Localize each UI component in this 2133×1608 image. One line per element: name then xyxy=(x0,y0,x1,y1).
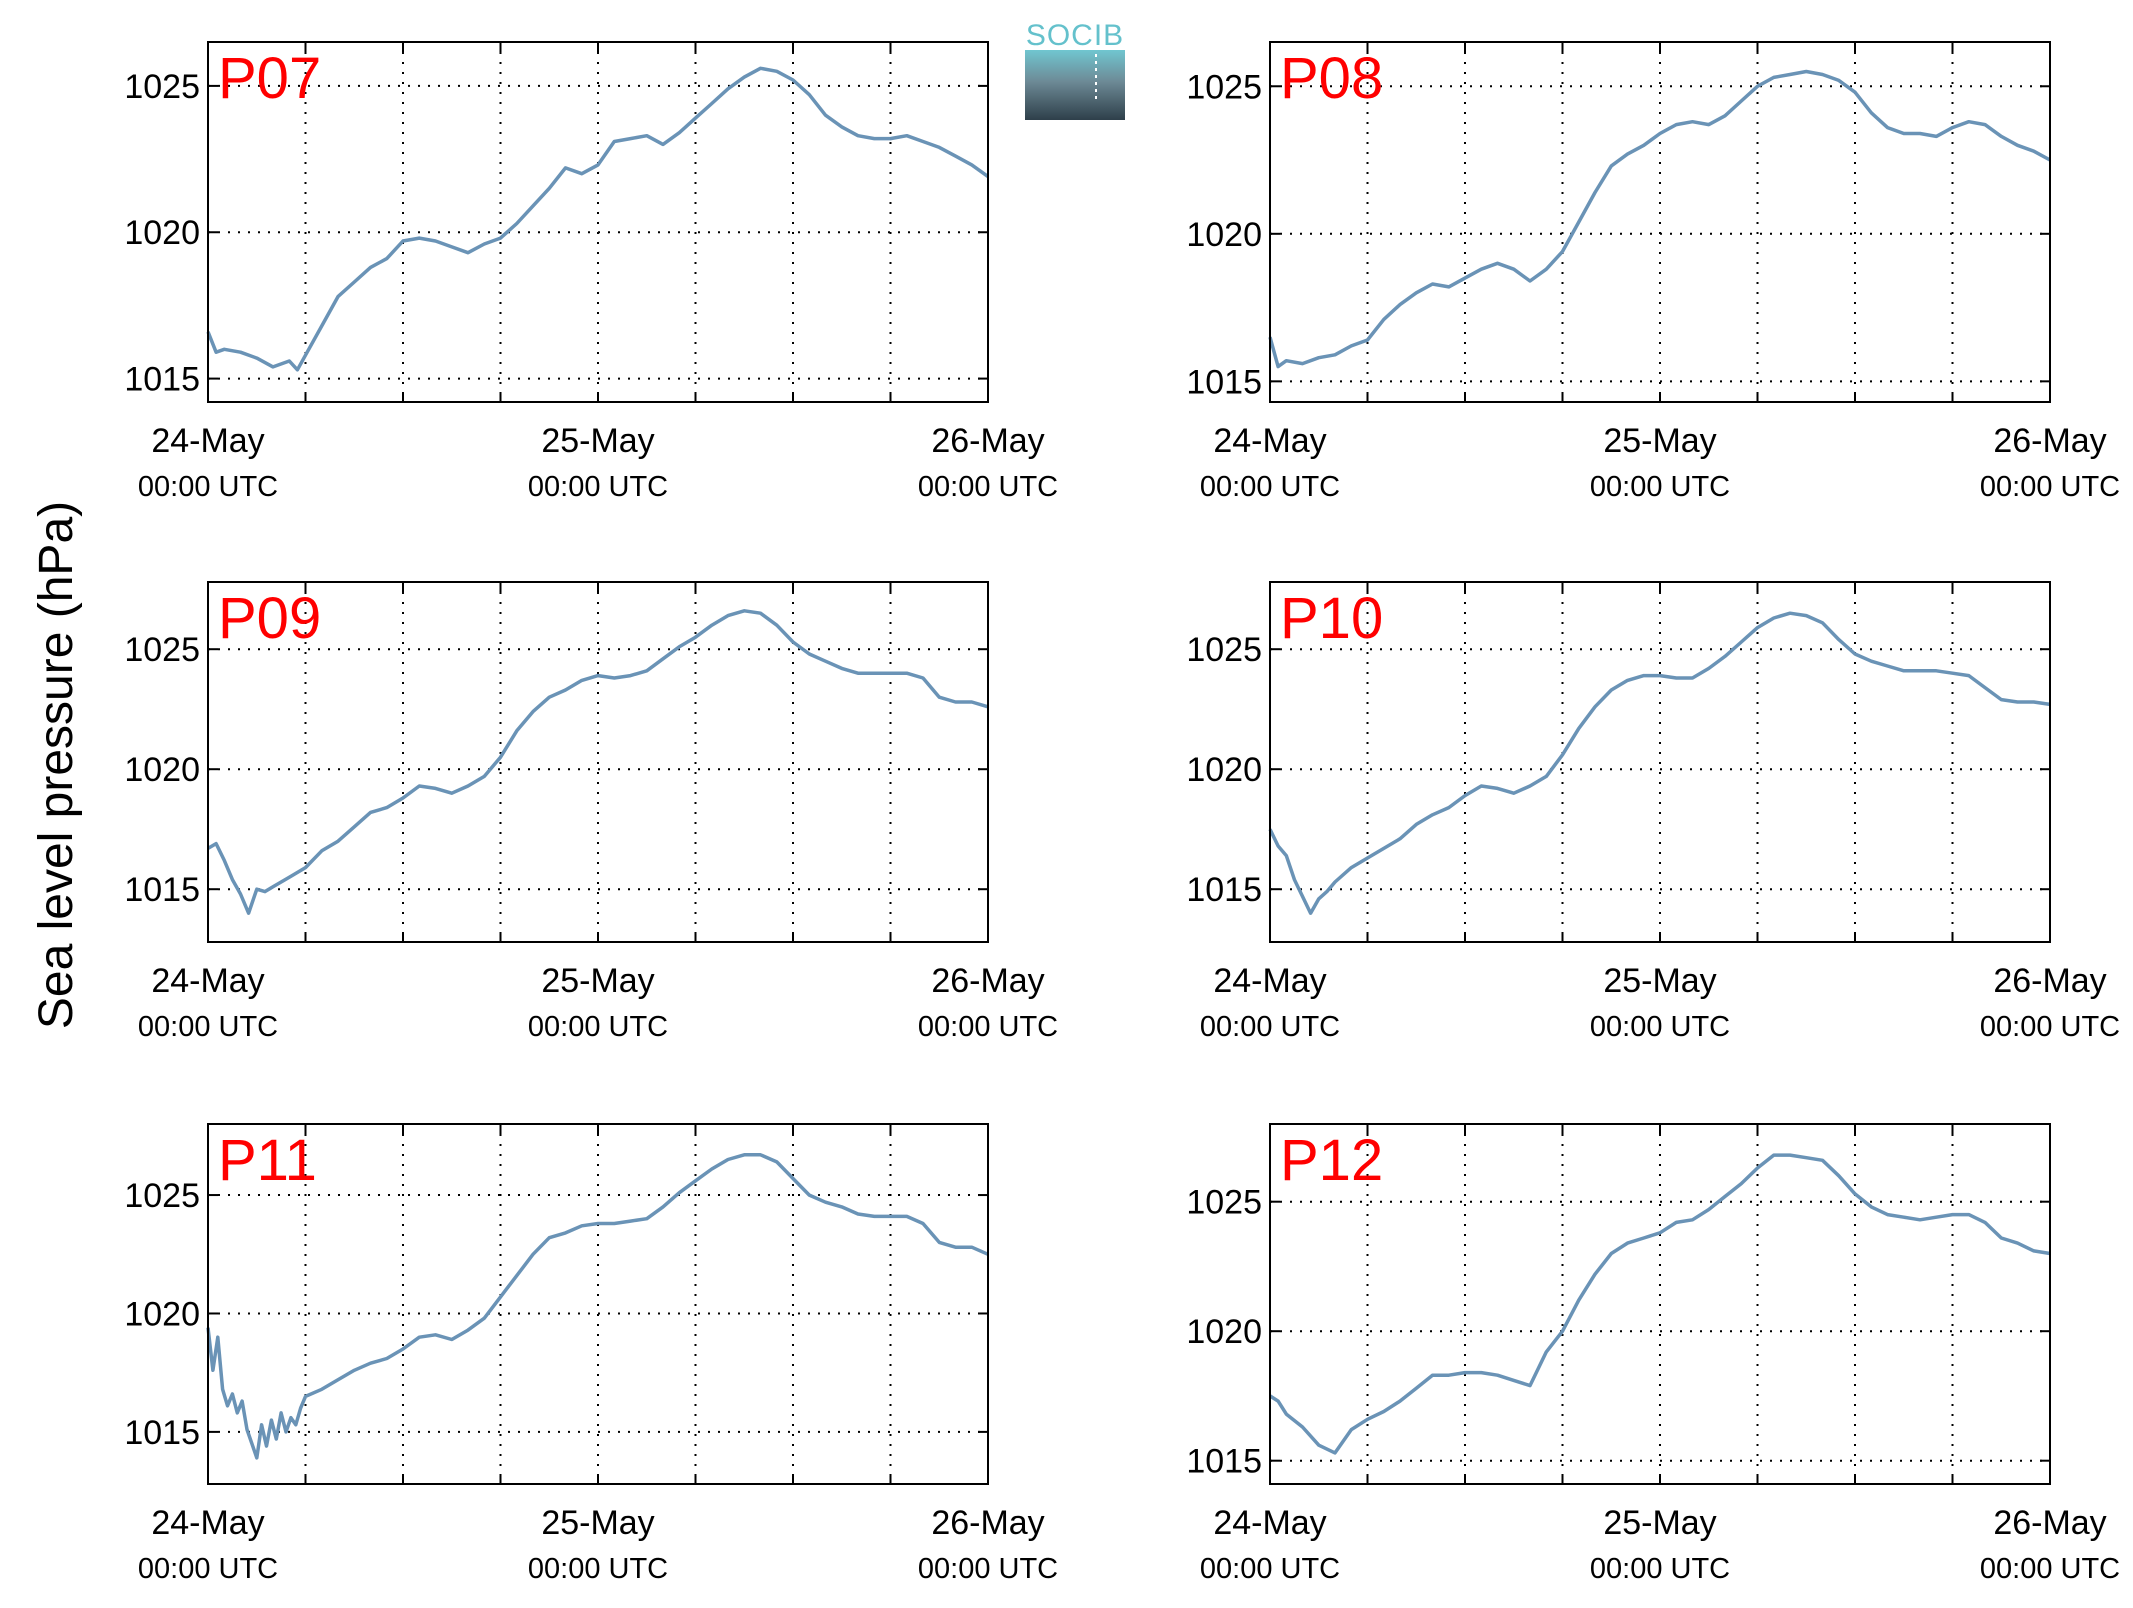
x-tick-label: 26-May xyxy=(1993,1504,2106,1542)
x-tick-label: 25-May xyxy=(541,962,654,1000)
y-tick-label: 1025 xyxy=(124,631,200,669)
x-tick-sublabel: 00:00 UTC xyxy=(1590,1011,1730,1043)
panel-p11: 1015 1020 1025 24-May 00:00 UTC 25-May 00:00 U… xyxy=(124,1123,1058,1585)
x-tick-sublabel: 00:00 UTC xyxy=(138,1553,278,1585)
y-tick-label: 1015 xyxy=(1186,363,1262,401)
y-axis-label: Sea level pressure (hPa) xyxy=(30,501,83,1029)
socib-logo-gradient xyxy=(1025,50,1125,120)
y-tick-label: 1015 xyxy=(1186,871,1262,909)
x-tick-label: 25-May xyxy=(1603,422,1716,460)
y-tick-label: 1020 xyxy=(1186,751,1262,789)
panel-p07: 1015 1020 1025 24-May 00:00 UTC 25-May 00:00 U… xyxy=(124,41,1058,503)
x-tick-sublabel: 00:00 UTC xyxy=(918,1553,1058,1585)
y-tick-label: 1020 xyxy=(1186,1313,1262,1351)
y-tick-label: 1020 xyxy=(124,214,200,252)
y-tick-label: 1020 xyxy=(124,751,200,789)
socib-logo-text: SOCIB xyxy=(1026,19,1124,52)
pressure-series-line xyxy=(1268,611,2051,915)
y-tick-label: 1015 xyxy=(1186,1443,1262,1481)
x-tick-sublabel: 00:00 UTC xyxy=(1590,1553,1730,1585)
x-tick-sublabel: 00:00 UTC xyxy=(1200,1011,1340,1043)
y-tick-label: 1025 xyxy=(1186,1184,1262,1222)
panel-label: P12 xyxy=(1280,1128,1383,1193)
x-tick-sublabel: 00:00 UTC xyxy=(528,471,668,503)
x-tick-sublabel: 00:00 UTC xyxy=(1200,1553,1340,1585)
y-tick-label: 1025 xyxy=(1186,631,1262,669)
x-tick-sublabel: 00:00 UTC xyxy=(528,1011,668,1043)
x-tick-sublabel: 00:00 UTC xyxy=(138,471,278,503)
x-tick-label: 26-May xyxy=(931,962,1044,1000)
y-tick-label: 1020 xyxy=(124,1295,200,1333)
x-tick-label: 24-May xyxy=(151,422,264,460)
x-tick-sublabel: 00:00 UTC xyxy=(528,1553,668,1585)
panel-label: P11 xyxy=(218,1128,317,1193)
panel-p09: 1015 1020 1025 24-May 00:00 UTC 25-May 00:00 U… xyxy=(124,581,1058,1043)
panel-p08: 1015 1020 1025 24-May 00:00 UTC 25-May 00:00 U… xyxy=(1186,41,2120,503)
x-tick-label: 24-May xyxy=(1213,962,1326,1000)
x-tick-label: 26-May xyxy=(931,1504,1044,1542)
x-tick-sublabel: 00:00 UTC xyxy=(1980,471,2120,503)
x-tick-label: 25-May xyxy=(1603,1504,1716,1542)
chart-panels: 1015 1020 1025 24-May 00:00 UTC 25-May 00:00 U… xyxy=(124,41,2120,1585)
x-tick-label: 24-May xyxy=(1213,422,1326,460)
x-tick-label: 25-May xyxy=(1603,962,1716,1000)
pressure-series-line xyxy=(206,1153,989,1460)
pressure-series-line xyxy=(207,609,989,915)
x-tick-sublabel: 00:00 UTC xyxy=(138,1011,278,1043)
x-tick-sublabel: 00:00 UTC xyxy=(1200,471,1340,503)
pressure-series-line xyxy=(1268,69,2051,369)
y-tick-label: 1025 xyxy=(124,1177,200,1215)
pressure-series-line xyxy=(206,66,990,372)
pressure-series-line xyxy=(1269,1153,2051,1455)
panel-label: P07 xyxy=(218,46,321,111)
x-tick-label: 26-May xyxy=(931,422,1044,460)
x-tick-label: 25-May xyxy=(541,1504,654,1542)
x-tick-label: 26-May xyxy=(1993,422,2106,460)
y-tick-label: 1025 xyxy=(1186,68,1262,106)
y-tick-label: 1015 xyxy=(124,361,200,399)
x-tick-label: 24-May xyxy=(151,1504,264,1542)
panel-label: P09 xyxy=(218,586,321,651)
y-tick-label: 1015 xyxy=(124,1414,200,1452)
panel-p12: 1015 1020 1025 24-May 00:00 UTC 25-May 00:00 U… xyxy=(1186,1123,2120,1585)
panel-label: P10 xyxy=(1280,586,1383,651)
x-tick-sublabel: 00:00 UTC xyxy=(1590,471,1730,503)
x-tick-sublabel: 00:00 UTC xyxy=(1980,1553,2120,1585)
panel-p10: 1015 1020 1025 24-May 00:00 UTC 25-May 00:00 U… xyxy=(1186,581,2120,1043)
y-tick-label: 1025 xyxy=(124,68,200,106)
x-tick-sublabel: 00:00 UTC xyxy=(918,471,1058,503)
socib-logo: SOCIB xyxy=(1025,19,1125,120)
x-tick-sublabel: 00:00 UTC xyxy=(918,1011,1058,1043)
x-tick-label: 24-May xyxy=(151,962,264,1000)
panel-label: P08 xyxy=(1280,46,1383,111)
x-tick-label: 25-May xyxy=(541,422,654,460)
x-tick-label: 26-May xyxy=(1993,962,2106,1000)
x-tick-sublabel: 00:00 UTC xyxy=(1980,1011,2120,1043)
x-tick-label: 24-May xyxy=(1213,1504,1326,1542)
y-tick-label: 1015 xyxy=(124,871,200,909)
y-tick-label: 1020 xyxy=(1186,216,1262,254)
